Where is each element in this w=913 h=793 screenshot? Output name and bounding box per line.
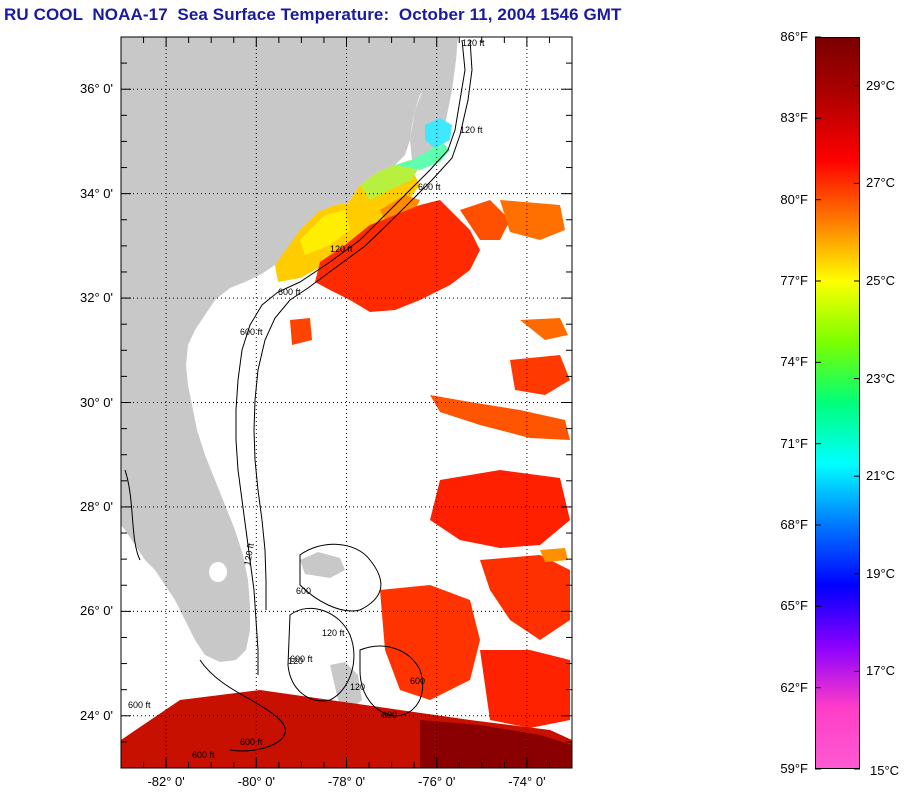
contour-label-group: 120 ft 120 ft 600 ft 120 ft 600 ft 600 f… xyxy=(128,38,485,760)
longitude-label: -82° 0' xyxy=(147,774,185,789)
fahrenheit-label: 65°F xyxy=(780,598,808,614)
land-outer-banks xyxy=(410,37,458,160)
sst-data xyxy=(121,118,572,768)
celsius-label: 15°C xyxy=(870,763,900,778)
fahrenheit-label: 68°F xyxy=(780,517,808,532)
contour-label: 600 ft xyxy=(278,287,301,297)
celsius-label: 29°C xyxy=(866,77,896,93)
contour-label: 600 xyxy=(382,710,397,720)
latitude-label: 26° 0' xyxy=(80,603,113,619)
contour-label: 600 xyxy=(296,586,311,596)
contour-label: 600 ft xyxy=(128,700,151,710)
latitude-label: 30° 0' xyxy=(80,394,113,410)
longitude-label: -78° 0' xyxy=(327,774,366,789)
latitude-label: 34° 0' xyxy=(80,185,113,201)
latitude-label: 28° 0' xyxy=(80,498,113,514)
latitude-label: 24° 0' xyxy=(80,707,113,723)
contour-label: 120 xyxy=(350,682,365,692)
temperature-colorbar xyxy=(815,37,860,769)
fahrenheit-label: 83°F xyxy=(780,110,808,126)
contour-label: 120 ft xyxy=(242,542,256,566)
latitude-label: 32° 0' xyxy=(80,290,113,306)
latitude-label: 36° 0' xyxy=(80,81,113,97)
land-bahamas-2 xyxy=(300,552,345,578)
celsius-label: 23°C xyxy=(866,370,896,386)
fahrenheit-label: 59°F xyxy=(780,761,808,776)
contour-label: 120 ft xyxy=(460,125,483,135)
lake-okeechobee xyxy=(209,562,227,582)
celsius-label: 25°C xyxy=(866,273,896,288)
celsius-label: 19°C xyxy=(866,565,896,581)
contour-label: 120 ft xyxy=(462,38,485,48)
fahrenheit-label: 74°F xyxy=(780,354,808,370)
celsius-label: 27°C xyxy=(866,175,896,191)
contour-label: 600 ft xyxy=(418,182,441,192)
contour-label: 600 ft xyxy=(240,737,263,747)
fahrenheit-label: 77°F xyxy=(780,273,808,288)
fahrenheit-label: 62°F xyxy=(780,679,808,695)
contour-label: 120 ft xyxy=(330,244,353,254)
contour-label: 600 ft xyxy=(192,750,215,760)
map-title: RU COOL NOAA-17 Sea Surface Temperature:… xyxy=(4,5,622,24)
contour-label: 600 xyxy=(410,676,425,686)
axis-ticks xyxy=(120,36,573,769)
longitude-label: -74° 0' xyxy=(508,774,546,789)
longitude-label: -80° 0' xyxy=(237,774,275,789)
land-mainland xyxy=(121,37,440,662)
contour-label: 600 ft xyxy=(290,654,313,664)
fahrenheit-label: 86°F xyxy=(780,29,808,44)
contour-label: 120 ft xyxy=(322,628,345,638)
fahrenheit-label: 71°F xyxy=(780,435,808,451)
contour-label: 120 xyxy=(288,656,303,666)
fahrenheit-label: 80°F xyxy=(780,191,808,207)
contour-label: 600 ft xyxy=(240,327,263,337)
celsius-label: 21°C xyxy=(866,468,896,484)
longitude-label: -76° 0' xyxy=(418,774,456,789)
celsius-label: 17°C xyxy=(866,663,896,679)
bathymetry-contours xyxy=(124,39,473,752)
